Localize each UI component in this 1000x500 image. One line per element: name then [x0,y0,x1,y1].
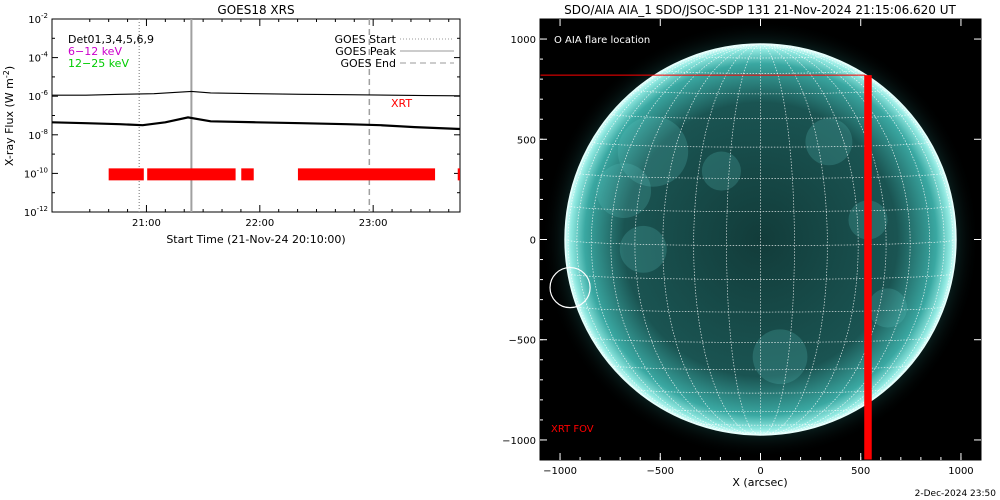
series-long [52,90,461,97]
legend-goes-start: GOES Start [335,33,397,46]
bright-region [619,225,667,273]
y-tick-base: 10 [24,169,37,180]
y-tick-base: 10 [28,131,41,142]
longitude-line [760,44,931,435]
y-tick-exponent: -12 [37,205,48,213]
aia-x-tick-label: −500 [647,466,674,477]
flare-location-marker [549,266,591,309]
sun-limb [564,43,957,436]
xrt-fov-edge-bar [864,75,872,461]
aia-image-panel: SDO/AIA AIA_1 SDO/JSOC-SDP 131 21-Nov-20… [502,3,982,489]
y-tick-exponent: -10 [37,166,48,174]
legend-detectors: Det01,3,4,5,6,9 [68,33,154,46]
latitude-line [576,306,945,313]
legend-6-12kev: 6−12 keV [68,45,122,58]
latitude-line [567,205,954,212]
longitude-line [760,44,911,435]
legend-goes-peak: GOES Peak [335,45,396,58]
y-tick-label: 10-2 [28,12,48,26]
aia-x-tick-label: 0 [757,466,763,477]
active-regions [596,116,908,385]
longitude-line [567,44,761,432]
latitude-line [662,70,859,74]
y-tick-exponent: -8 [41,128,48,136]
y-tick-base: 10 [28,92,41,103]
y-tick-label: 10-8 [28,128,48,142]
y-tick-base: 10 [28,15,41,26]
xrt-fov-label: XRT FOV [551,424,594,435]
latitude-line [610,113,911,119]
series-short [51,116,461,131]
xrt-interval-bar [297,168,436,181]
xrt-intervals [108,168,460,181]
xrt-interval-bar [147,168,236,181]
y-tick-exponent: -2 [41,12,48,20]
longitude-line [760,44,795,435]
aia-y-tick-label: 500 [517,135,536,146]
aia-y-tick-label: 1000 [511,35,536,46]
aia-x-axis-label: X (arcsec) [732,476,787,489]
longitude-line [726,44,761,435]
bright-region [701,151,741,191]
xrt-interval-bar [108,168,144,181]
legend-goes-end: GOES End [340,57,396,70]
y-axis-label: X-ray Flux (W m-2) [2,66,16,166]
flux-series [51,90,461,131]
y-tick-label: 10-10 [24,166,48,180]
latitude-line [693,55,828,59]
y-tick-label: 10-6 [28,89,48,103]
y-tick-label: 10-4 [28,51,48,65]
aia-legend: O AIA flare location [554,35,650,46]
longitude-line [610,44,761,435]
x-tick-label: 22:00 [245,218,274,229]
latitude-line [726,46,795,49]
xrt-interval-bar [241,168,254,181]
bright-region [805,118,853,166]
aia-x-tick-label: 500 [851,466,870,477]
latitude-line [663,408,858,413]
longitude-line [590,44,761,435]
y-tick-label: 10-12 [24,205,48,219]
aia-y-ticks: −1000 −500 0 500 1000 [502,35,981,447]
latitude-line [576,172,945,179]
x-tick-label: 21:00 [132,218,161,229]
y-tick-exponent: -6 [41,89,49,97]
xrt-interval-bar [457,168,460,181]
y-tick-base: 10 [28,54,41,65]
latitude-line [590,141,931,148]
aia-y-tick-label: 0 [530,236,536,247]
bright-region [752,329,808,385]
chart-title: GOES18 XRS [217,3,294,17]
aia-x-tick-label: 1000 [948,466,973,477]
x-axis-label: Start Time (21-Nov-24 20:10:00) [166,233,345,246]
bright-region [596,163,652,219]
legend-12-25kev: 12−25 keV [68,57,129,70]
latitude-line [693,422,828,426]
latitude-line [591,337,930,343]
legend-left: Det01,3,4,5,6,9 6−12 keV 12−25 keV [68,33,154,70]
y-tick-base: 10 [24,208,37,219]
y-tick-exponent: -4 [41,51,49,59]
xrt-label: XRT [391,97,412,110]
aia-y-tick-label: −1000 [502,436,536,447]
footer-timestamp: 2-Dec-2024 23:50 [915,489,997,499]
aia-x-tick-label: −1000 [543,466,577,477]
x-tick-label: 23:00 [359,218,388,229]
legend-right: GOES Start GOES Peak GOES End [335,33,454,70]
x-axis-ticks: 21:00 22:00 23:00 [89,19,450,229]
aia-x-ticks: −1000 −500 0 500 1000 [543,19,974,477]
latitude-line [568,273,953,280]
aia-y-tick-label: −500 [509,336,536,347]
longitude-line [576,44,761,435]
bright-region [867,288,908,328]
aia-title: SDO/AIA AIA_1 SDO/JSOC-SDP 131 21-Nov-20… [564,3,956,17]
latitude-line [565,239,956,246]
latitude-line [610,364,911,371]
